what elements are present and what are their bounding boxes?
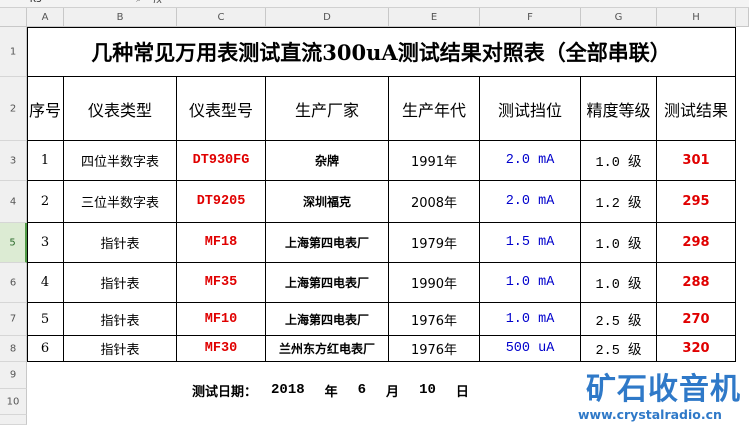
header-cell[interactable]: 生产厂家: [266, 77, 389, 141]
header-cell[interactable]: 序号: [27, 77, 64, 141]
cell-range[interactable]: 2.0 mA: [480, 181, 581, 223]
cell-range[interactable]: 1.0 mA: [480, 303, 581, 336]
test-date-year: 2018: [271, 382, 305, 398]
row-header-8[interactable]: 8: [0, 336, 27, 362]
test-date[interactable]: 测试日期： 2018 年 6 月 10 日: [192, 380, 469, 400]
cell-accuracy[interactable]: 1.0 级: [581, 141, 657, 181]
header-cell[interactable]: 仪表类型: [64, 77, 177, 141]
cell-result[interactable]: 270: [657, 303, 736, 336]
column-header-a[interactable]: A: [27, 8, 64, 27]
cell-result[interactable]: 295: [657, 181, 736, 223]
watermark-name: 矿石收音机: [586, 372, 741, 407]
cell-type[interactable]: 指针表: [64, 303, 177, 336]
cell-result[interactable]: 298: [657, 223, 736, 263]
table-title[interactable]: 几种常见万用表测试直流300uA测试结果对照表（全部串联）: [27, 27, 736, 77]
column-header-g[interactable]: G: [581, 8, 657, 27]
cell-no[interactable]: 3: [27, 223, 64, 263]
cell-maker[interactable]: 上海第四电表厂: [266, 303, 389, 336]
column-header-f[interactable]: F: [480, 8, 581, 27]
column-header-c[interactable]: C: [177, 8, 266, 27]
header-cell[interactable]: 仪表型号: [177, 77, 266, 141]
test-date-day-unit: 日: [455, 384, 469, 400]
cell-year[interactable]: 1976年: [389, 303, 480, 336]
cell-type[interactable]: 指针表: [64, 336, 177, 362]
cell-year[interactable]: 1979年: [389, 223, 480, 263]
cell-result[interactable]: 320: [657, 336, 736, 362]
cell-year[interactable]: 2008年: [389, 181, 480, 223]
test-date-year-unit: 年: [324, 384, 338, 400]
cell-accuracy[interactable]: 2.5 级: [581, 336, 657, 362]
cell-range[interactable]: 1.0 mA: [480, 263, 581, 303]
cell-model[interactable]: MF18: [177, 223, 266, 263]
search-icon[interactable]: ⌕: [136, 0, 142, 5]
cell-type[interactable]: 指针表: [64, 223, 177, 263]
cell-maker[interactable]: 深圳福克: [266, 181, 389, 223]
watermark-logo: 矿石收音机 www.crystalradio.cn: [578, 364, 749, 425]
cell-no[interactable]: 2: [27, 181, 64, 223]
cell-accuracy[interactable]: 1.0 级: [581, 263, 657, 303]
row-header-4[interactable]: 4: [0, 181, 27, 223]
header-cell[interactable]: 测试挡位: [480, 77, 581, 141]
test-date-label: 测试日期：: [192, 384, 258, 400]
header-cell[interactable]: 测试结果: [657, 77, 736, 141]
header-cell[interactable]: 精度等级: [581, 77, 657, 141]
name-box[interactable]: K5: [30, 0, 42, 5]
cell-model[interactable]: MF30: [177, 336, 266, 362]
cell-maker[interactable]: 上海第四电表厂: [266, 223, 389, 263]
header-cell[interactable]: 生产年代: [389, 77, 480, 141]
column-header-d[interactable]: D: [266, 8, 389, 27]
column-header-e[interactable]: E: [389, 8, 480, 27]
row-header-5-selected[interactable]: 5: [0, 223, 27, 263]
test-date-month-unit: 月: [386, 384, 400, 400]
cell-result[interactable]: 301: [657, 141, 736, 181]
cell-accuracy[interactable]: 2.5 级: [581, 303, 657, 336]
table-left-border: [27, 27, 28, 362]
cell-range[interactable]: 1.5 mA: [480, 223, 581, 263]
row-header-6[interactable]: 6: [0, 263, 27, 303]
cell-year[interactable]: 1990年: [389, 263, 480, 303]
cell-year[interactable]: 1976年: [389, 336, 480, 362]
cell-type[interactable]: 四位半数字表: [64, 141, 177, 181]
column-header-i[interactable]: [736, 8, 749, 27]
cell-model[interactable]: DT9205: [177, 181, 266, 223]
cell-maker[interactable]: 兰州东方红电表厂: [266, 336, 389, 362]
row-header-3[interactable]: 3: [0, 141, 27, 181]
cell-model[interactable]: MF10: [177, 303, 266, 336]
cell-model[interactable]: DT930FG: [177, 141, 266, 181]
column-header-b[interactable]: B: [64, 8, 177, 27]
cell-result[interactable]: 288: [657, 263, 736, 303]
row-header-7[interactable]: 7: [0, 303, 27, 336]
row-header-10[interactable]: 10: [0, 389, 27, 415]
formula-bar: K5 ⌕ fx: [0, 0, 749, 8]
cell-no[interactable]: 6: [27, 336, 64, 362]
row-header-11[interactable]: [0, 415, 27, 425]
select-all-corner[interactable]: [0, 8, 27, 27]
row-header-9[interactable]: 9: [0, 362, 27, 389]
column-header-h[interactable]: H: [657, 8, 736, 27]
cell-no[interactable]: 4: [27, 263, 64, 303]
row-header-2[interactable]: 2: [0, 77, 27, 141]
cell-type[interactable]: 三位半数字表: [64, 181, 177, 223]
test-date-month: 6: [357, 382, 367, 398]
test-date-day: 10: [419, 382, 436, 398]
cell-year[interactable]: 1991年: [389, 141, 480, 181]
fx-icon[interactable]: fx: [153, 0, 163, 6]
cell-no[interactable]: 1: [27, 141, 64, 181]
cell-model[interactable]: MF35: [177, 263, 266, 303]
cell-type[interactable]: 指针表: [64, 263, 177, 303]
cell-accuracy[interactable]: 1.0 级: [581, 223, 657, 263]
watermark-url: www.crystalradio.cn: [578, 407, 722, 422]
cell-maker[interactable]: 杂牌: [266, 141, 389, 181]
row-header-1[interactable]: 1: [0, 27, 27, 77]
cell-maker[interactable]: 上海第四电表厂: [266, 263, 389, 303]
cell-no[interactable]: 5: [27, 303, 64, 336]
cell-accuracy[interactable]: 1.2 级: [581, 181, 657, 223]
cell-range[interactable]: 500 uA: [480, 336, 581, 362]
cell-range[interactable]: 2.0 mA: [480, 141, 581, 181]
